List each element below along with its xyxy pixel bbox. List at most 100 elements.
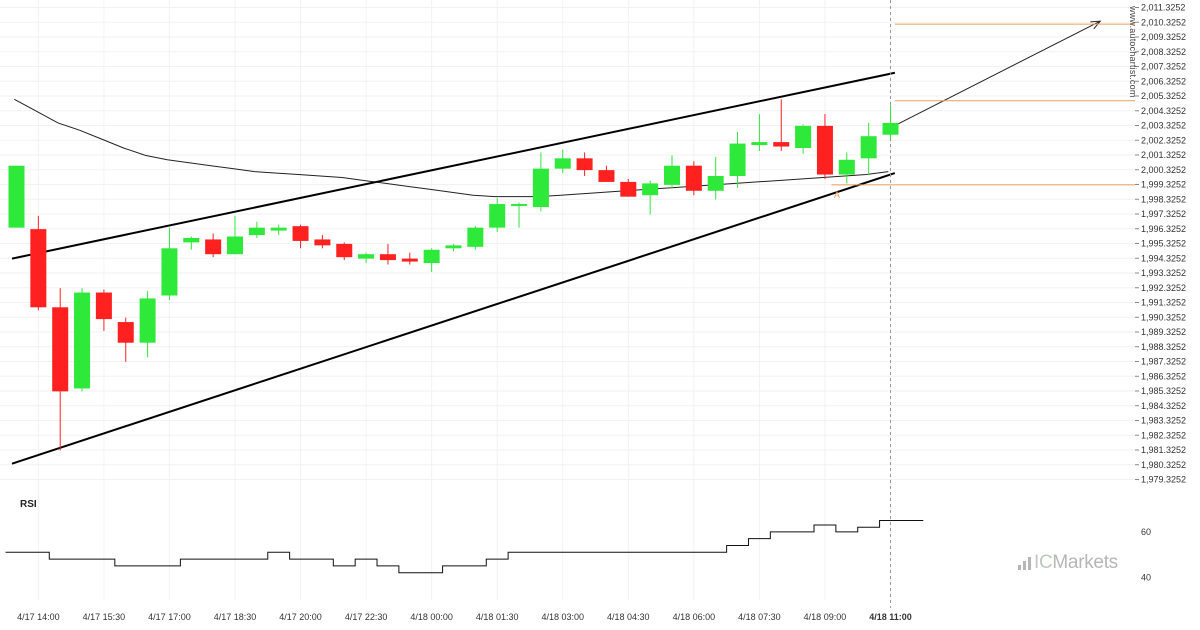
price-tick-label: 2,002.3252 — [1141, 135, 1186, 145]
candle-body-down — [598, 170, 615, 182]
candle-body-up — [489, 204, 506, 228]
time-tick-label: 4/18 09:00 — [804, 612, 847, 622]
price-tick-label: 1,991.3252 — [1141, 298, 1186, 308]
forecast-arrow-line — [896, 20, 1101, 125]
time-tick-label: 4/18 07:30 — [738, 612, 781, 622]
candle-body-up — [423, 249, 440, 264]
price-tick-label: 1,981.3252 — [1141, 445, 1186, 455]
candle-body-up — [860, 136, 877, 159]
chart-pattern: A — [11, 0, 1135, 608]
price-tick-label: 1,982.3252 — [1141, 430, 1186, 440]
candle-body-down — [773, 142, 790, 147]
rsi-tick-label: 60 — [1141, 527, 1151, 537]
rsi-line — [5, 519, 924, 574]
price-tick-label: 2,004.3252 — [1141, 106, 1186, 116]
forecast-arrow-head — [1090, 20, 1102, 30]
time-tick-label: 4/18 00:00 — [410, 612, 453, 622]
candle-body-up — [8, 165, 25, 228]
candle-body-up — [358, 254, 375, 259]
candles-series — [8, 99, 899, 451]
time-tick-label: 4/18 06:00 — [673, 612, 716, 622]
price-tick-label: 1,979.3252 — [1141, 475, 1186, 485]
price-tick-label: 1,998.3252 — [1141, 194, 1186, 204]
price-tick-label: 2,011.3252 — [1141, 3, 1185, 13]
price-tick-label: 1,984.3252 — [1141, 401, 1186, 411]
candle-body-down — [30, 229, 47, 308]
price-tick-label: 2,007.3252 — [1141, 62, 1186, 72]
candle-body-up — [751, 142, 768, 146]
time-tick-label: 4/17 15:30 — [83, 612, 126, 622]
watermark-text: www.autochartist.com — [1128, 6, 1138, 98]
price-tick-label: 2,008.3252 — [1141, 47, 1186, 57]
time-tick-label: 4/17 17:00 — [148, 612, 191, 622]
candle-body-up — [642, 183, 659, 196]
price-tick-label: 1,989.3252 — [1141, 327, 1186, 337]
pattern-upper-line — [11, 71, 896, 260]
time-tick-label: 4/17 14:00 — [17, 612, 60, 622]
time-tick-label: 4/17 18:30 — [214, 612, 257, 622]
price-axis: 2,011.3252 2,010.3252 2,009.3252 2,008.3252… — [1135, 3, 1186, 485]
candle-body-down — [336, 243, 353, 258]
candle-body-up — [227, 236, 243, 255]
candle-body-up — [74, 292, 91, 389]
price-tick-label: 2,009.3252 — [1141, 32, 1186, 42]
price-tick-label: 1,992.3252 — [1141, 283, 1186, 293]
candle-body-up — [554, 158, 571, 169]
price-tick-label: 2,005.3252 — [1141, 91, 1186, 101]
rsi-panel: 60 40 — [5, 519, 1151, 582]
price-tick-label: 2,006.3252 — [1141, 76, 1186, 86]
time-tick-label: 4/18 03:00 — [541, 612, 584, 622]
brand-bars-icon — [1018, 556, 1031, 570]
candle-body-up — [838, 159, 855, 175]
candle-body-down — [314, 239, 331, 246]
price-tick-label: 1,995.3252 — [1141, 239, 1186, 249]
price-tick-label: 2,000.3252 — [1141, 165, 1186, 175]
price-tick-label: 1,983.3252 — [1141, 416, 1186, 426]
candle-body-up — [445, 245, 462, 249]
candle-body-up — [248, 227, 265, 236]
candle-body-up — [707, 176, 724, 191]
candle-body-up — [511, 204, 528, 207]
candle-body-up — [532, 168, 549, 207]
candle-body-up — [270, 227, 287, 231]
candle-body-up — [183, 237, 200, 243]
pattern-lower-line — [11, 172, 896, 465]
rsi-tick-label: 40 — [1141, 572, 1151, 582]
candle-body-down — [95, 292, 112, 320]
rsi-label: RSI — [20, 499, 37, 510]
brand-logo: ICMarkets — [1018, 552, 1118, 574]
candle-body-down — [685, 165, 702, 191]
candle-body-up — [664, 165, 680, 185]
candle-body-up — [729, 143, 746, 177]
candle-body-down — [117, 322, 134, 343]
price-tick-label: 1,994.3252 — [1141, 253, 1186, 263]
time-tick-label: 4/18 01:30 — [476, 612, 519, 622]
price-tick-label: 1,997.3252 — [1141, 209, 1186, 219]
price-tick-label: 2,001.3252 — [1141, 150, 1186, 160]
price-tick-label: 1,987.3252 — [1141, 357, 1186, 367]
price-tick-label: 1,993.3252 — [1141, 268, 1186, 278]
candle-body-up — [467, 227, 484, 247]
candle-body-up — [161, 248, 178, 296]
time-tick-label: 4/17 20:00 — [279, 612, 322, 622]
candle-body-down — [576, 158, 593, 171]
candle-body-down — [620, 181, 637, 197]
price-tick-label: 1,996.3252 — [1141, 224, 1186, 234]
price-tick-label: 2,003.3252 — [1141, 121, 1186, 131]
price-tick-label: 1,999.3252 — [1141, 180, 1186, 190]
price-tick-label: 2,010.3252 — [1141, 17, 1186, 27]
brand-name: ICMarkets — [1034, 552, 1118, 573]
time-tick-label: 4/18 04:30 — [607, 612, 650, 622]
candle-body-down — [292, 226, 309, 241]
candle-body-down — [401, 258, 418, 262]
candle-body-down — [816, 125, 833, 175]
candle-body-up — [882, 122, 899, 135]
candle-body-down — [205, 239, 222, 255]
pattern-marker-label: A — [834, 190, 840, 200]
price-tick-label: 1,990.3252 — [1141, 312, 1186, 322]
price-tick-label: 1,985.3252 — [1141, 386, 1186, 396]
candle-body-up — [139, 298, 156, 343]
price-tick-label: 1,986.3252 — [1141, 371, 1186, 381]
candle-body-down — [52, 307, 69, 392]
